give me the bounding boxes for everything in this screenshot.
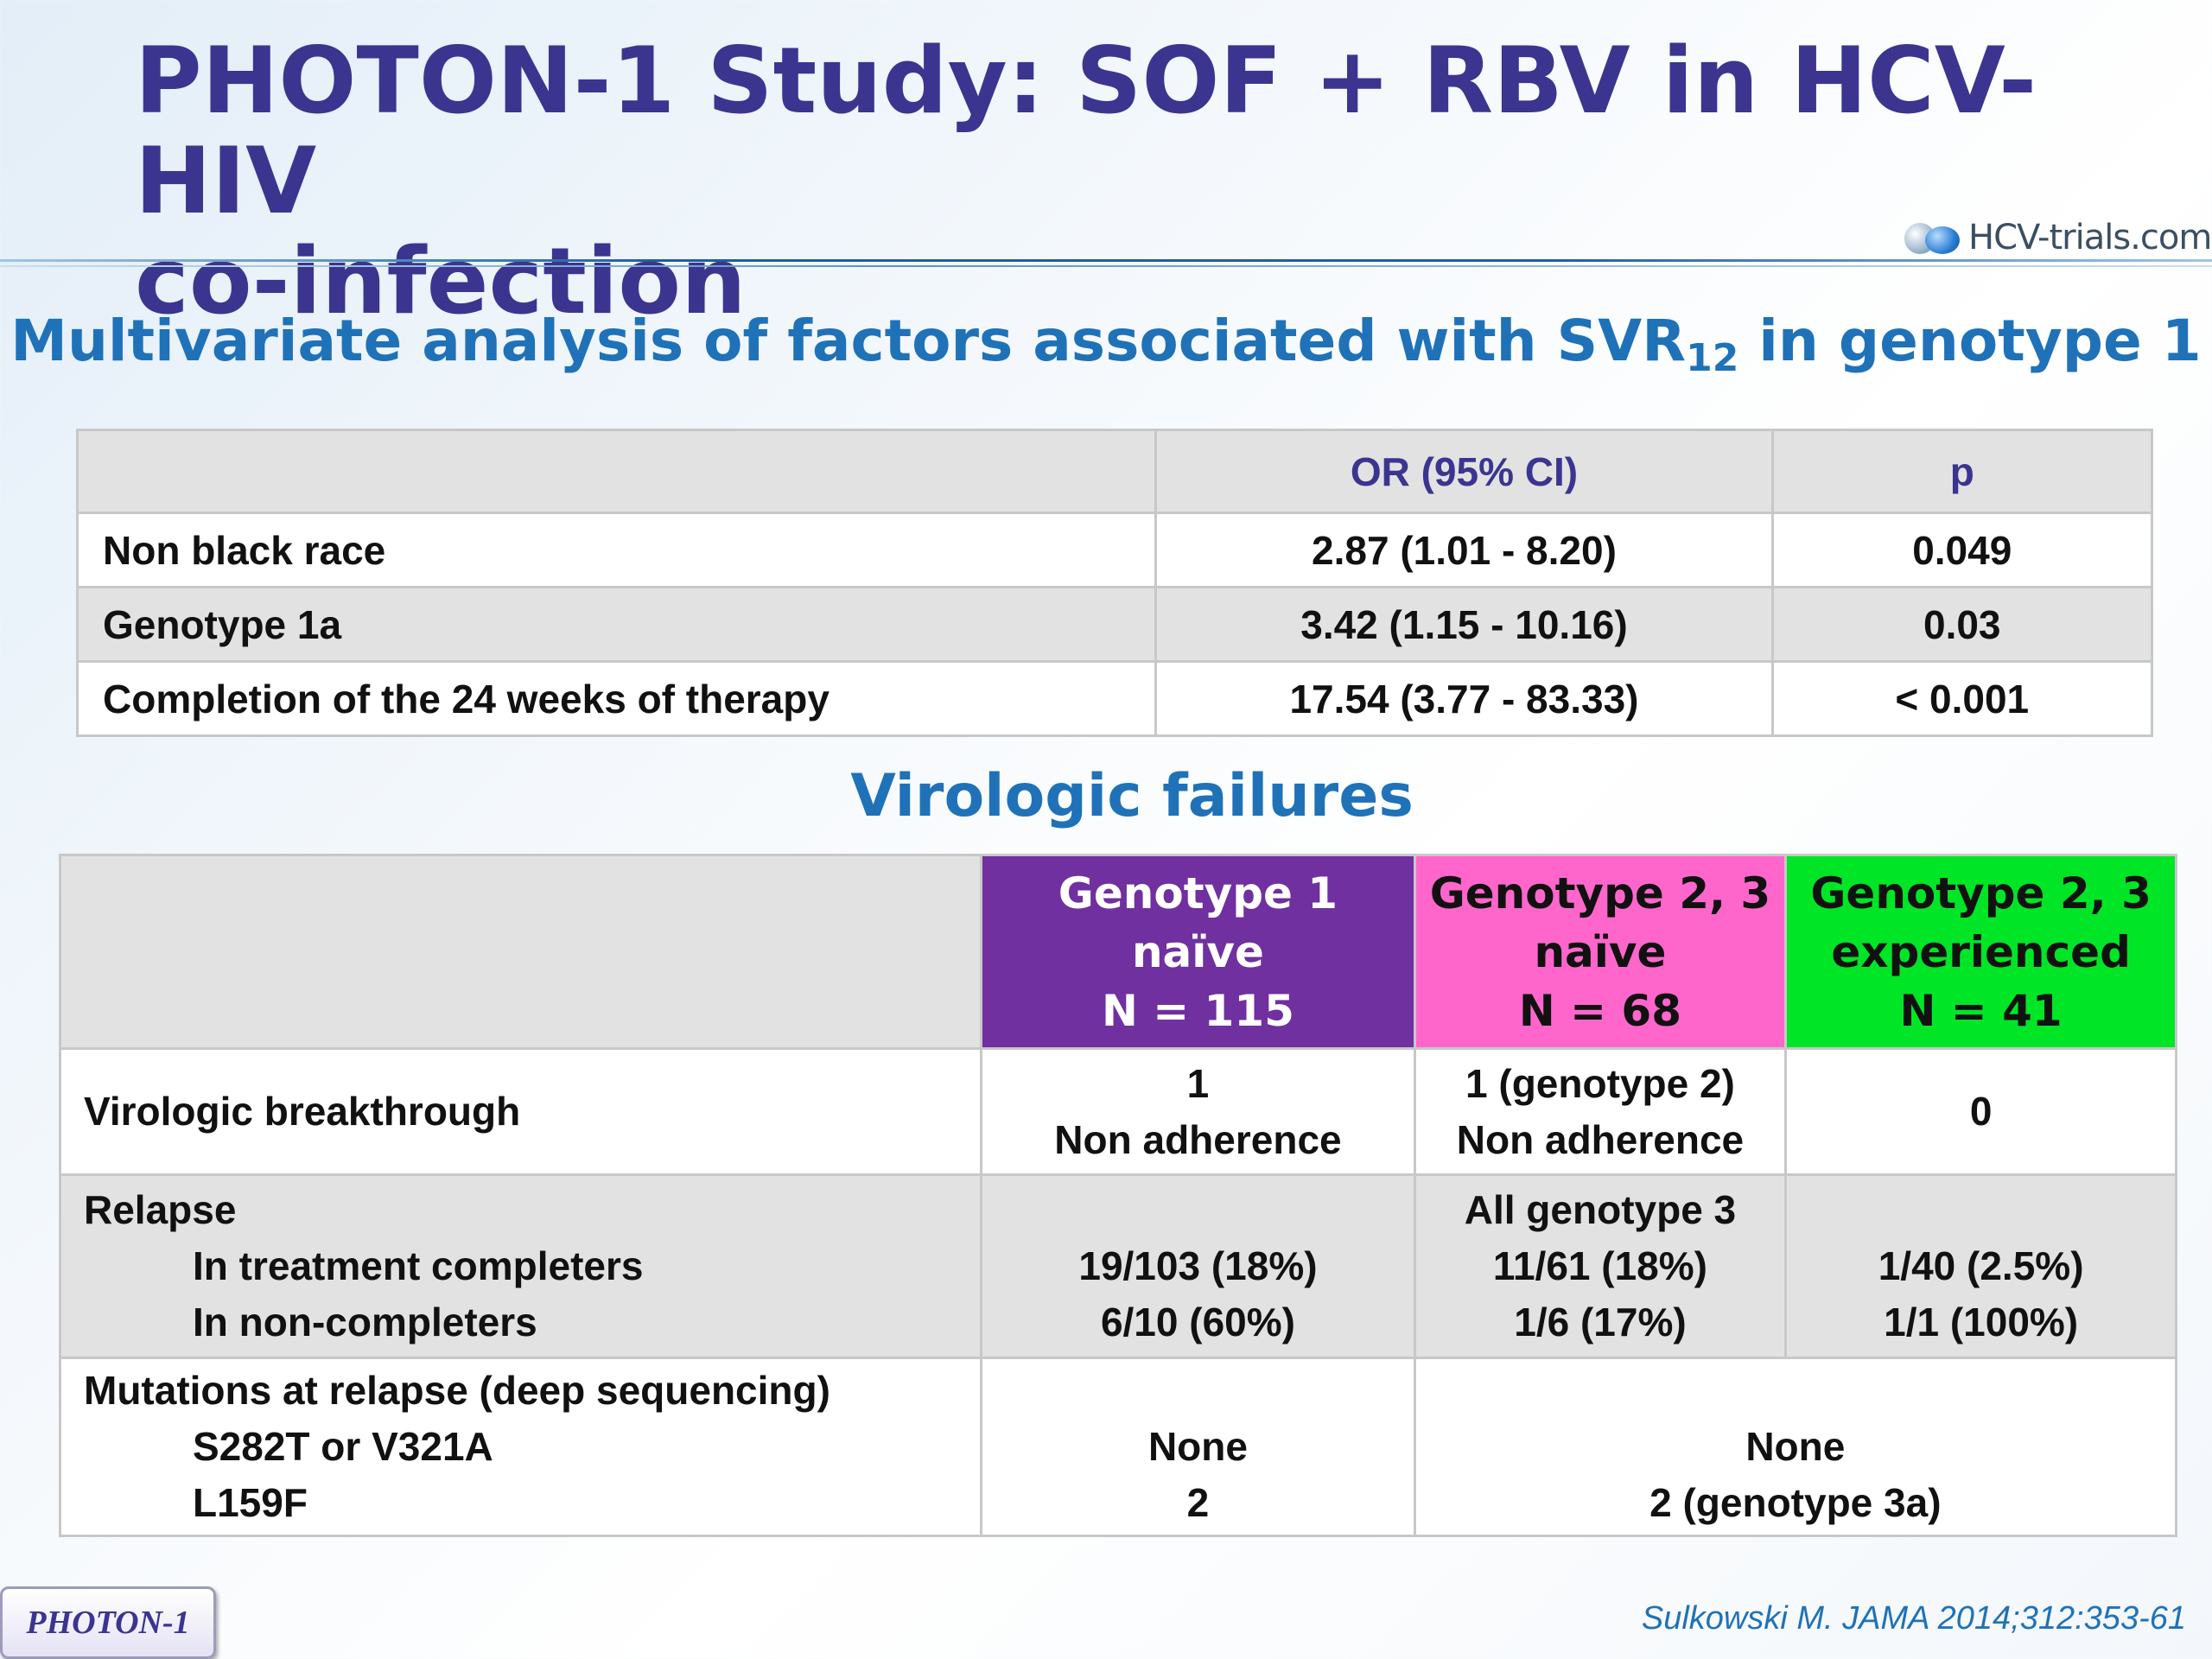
mutations-row: Mutations at relapse (deep sequencing) S… [58,1357,2178,1537]
study-badge-label: PHOTON-1 [26,1605,190,1641]
or-cell: 17.54 (3.77 - 83.33) [1154,660,1774,737]
study-badge: PHOTON-1 [0,1586,216,1659]
mutations-label-cell: Mutations at relapse (deep sequencing) S… [58,1357,983,1537]
table-row: Completion of the 24 weeks of therapy 17… [75,660,2153,737]
factor-cell: Non black race [75,512,1158,588]
relapse-g23-naive-cell: All genotype 3 11/61 (18%) 1/6 (17%) [1413,1173,1788,1359]
virologic-failures-heading: Virologic failures [850,762,1414,830]
breakthrough-g23-naive-cell: 1 (genotype 2) Non adherence [1413,1047,1788,1176]
logo-pill-icon [1901,218,1961,257]
column-header-factor [75,429,1158,514]
table-row: Non black race 2.87 (1.01 - 8.20) 0.049 [75,512,2153,588]
column-header-genotype23-naive: Genotype 2, 3 naïve N = 68 [1413,854,1788,1050]
relapse-label-cell: Relapse In treatment completers In non-c… [58,1173,983,1359]
mutations-label: Mutations at relapse (deep sequencing) [84,1368,830,1413]
multivariate-analysis-table: OR (95% CI) p Non black race 2.87 (1.01 … [75,429,2153,737]
or-cell: 3.42 (1.15 - 10.16) [1154,586,1774,663]
relapse-label: Relapse [84,1187,237,1232]
relapse-sub-completers: In treatment completers [193,1243,644,1288]
breakthrough-g1-cell: 1 Non adherence [980,1047,1416,1176]
logo-text: HCV-trials.com [1968,218,2212,257]
relapse-g23-experienced-cell: 1/40 (2.5%) 1/1 (100%) [1784,1173,2177,1359]
slide-title-line-2: co-infection [135,228,747,334]
breakthrough-label: Virologic breakthrough [58,1047,983,1176]
heading-subscript: 12 [1686,336,1739,380]
table-header-row: Genotype 1 naïve N = 115 Genotype 2, 3 n… [58,854,2177,1050]
p-cell: < 0.001 [1770,660,2153,737]
column-header-genotype23-experienced: Genotype 2, 3 experienced N = 41 [1784,854,2177,1050]
hcv-trials-logo: HCV-trials.com [1901,216,2212,259]
p-cell: 0.049 [1770,512,2153,588]
factor-cell: Completion of the 24 weeks of therapy [75,660,1158,737]
mutations-g23-cell: None 2 (genotype 3a) [1413,1357,2178,1537]
column-header-genotype1-naive: Genotype 1 naïve N = 115 [980,854,1416,1050]
relapse-row: Relapse In treatment completers In non-c… [58,1173,2177,1359]
table-row: Genotype 1a 3.42 (1.15 - 10.16) 0.03 [75,586,2153,663]
column-header-p: p [1770,429,2153,514]
or-cell: 2.87 (1.01 - 8.20) [1154,512,1774,588]
citation: Sulkowski M. JAMA 2014;312:353-61 [1641,1600,2186,1637]
header-divider [0,259,2212,270]
slide-title: PHOTON-1 Study: SOF + RBV in HCV-HIV co-… [135,31,2079,332]
multivariate-analysis-heading: Multivariate analysis of factors associa… [0,308,2212,380]
column-header-or: OR (95% CI) [1154,429,1774,514]
mutations-g1-cell: None 2 [980,1357,1416,1537]
relapse-sub-non-completers: In non-completers [193,1300,537,1344]
heading-suffix: in genotype 1 [1738,308,2202,374]
breakthrough-row: Virologic breakthrough 1 Non adherence 1… [58,1047,2177,1176]
p-cell: 0.03 [1770,586,2153,663]
slide-title-line-1: PHOTON-1 Study: SOF + RBV in HCV-HIV [135,28,2037,234]
mutations-sub-s282t: S282T or V321A [193,1424,493,1469]
breakthrough-g23-experienced-cell: 0 [1784,1047,2177,1176]
heading-prefix: Multivariate analysis of factors associa… [10,308,1687,374]
factor-cell: Genotype 1a [75,586,1158,663]
table-header-row: OR (95% CI) p [75,429,2153,514]
empty-header-cell [58,854,983,1050]
virologic-failures-table: Genotype 1 naïve N = 115 Genotype 2, 3 n… [58,854,2178,1537]
relapse-g1-cell: 19/103 (18%) 6/10 (60%) [980,1173,1416,1359]
mutations-sub-l159f: L159F [193,1480,308,1525]
